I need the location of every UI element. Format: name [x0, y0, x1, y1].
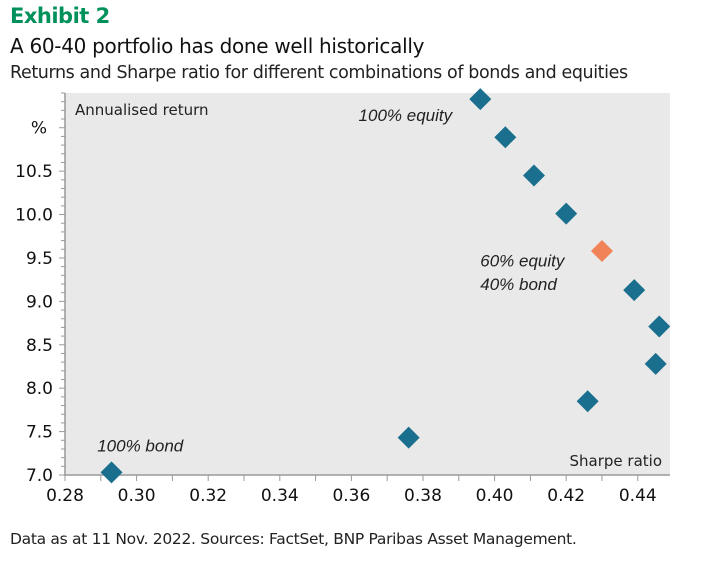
- x-tick-label: 0.28: [46, 486, 84, 506]
- data-point: [494, 126, 517, 149]
- data-point-highlight: [590, 240, 613, 263]
- annotation: 60% equity: [480, 252, 566, 271]
- x-tick-label: 0.42: [547, 486, 585, 506]
- data-point: [644, 352, 667, 375]
- data-point: [469, 88, 492, 111]
- data-point: [397, 426, 420, 449]
- x-tick-label: 0.30: [118, 486, 156, 506]
- y-axis-title: Annualised return: [75, 101, 209, 119]
- annotation: 40% bond: [480, 275, 557, 294]
- x-tick-label: 0.44: [619, 486, 657, 506]
- chart-title: A 60-40 portfolio has done well historic…: [10, 34, 425, 58]
- y-tick-label: 10.0: [15, 206, 53, 226]
- chart-subtitle: Returns and Sharpe ratio for different c…: [10, 63, 628, 83]
- exhibit-label: Exhibit 2: [10, 4, 110, 28]
- data-point: [522, 164, 545, 187]
- annotation: 100% bond: [97, 437, 184, 456]
- y-tick-label: 8.0: [26, 379, 53, 399]
- plot-area: [65, 93, 670, 475]
- x-tick-label: 0.40: [476, 486, 514, 506]
- data-point: [576, 390, 599, 413]
- x-tick-label: 0.34: [261, 486, 299, 506]
- data-point: [623, 279, 646, 302]
- x-tick-label: 0.32: [189, 486, 227, 506]
- y-tick-label: 7.5: [26, 423, 53, 443]
- x-tick-label: 0.38: [404, 486, 442, 506]
- y-tick-label: 10.5: [15, 162, 53, 182]
- y-tick-label: 7.0: [26, 466, 53, 486]
- y-unit-label: %: [31, 119, 47, 139]
- y-tick-label: 9.5: [26, 249, 53, 269]
- y-tick-label: 9.0: [26, 292, 53, 312]
- data-point: [555, 202, 578, 225]
- data-point: [648, 315, 671, 338]
- x-tick-label: 0.36: [332, 486, 370, 506]
- x-axis-title: Sharpe ratio: [570, 452, 663, 470]
- y-tick-label: 8.5: [26, 336, 53, 356]
- source-note: Data as at 11 Nov. 2022. Sources: FactSe…: [10, 530, 577, 548]
- annotation: 100% equity: [359, 106, 454, 125]
- data-point: [100, 461, 123, 484]
